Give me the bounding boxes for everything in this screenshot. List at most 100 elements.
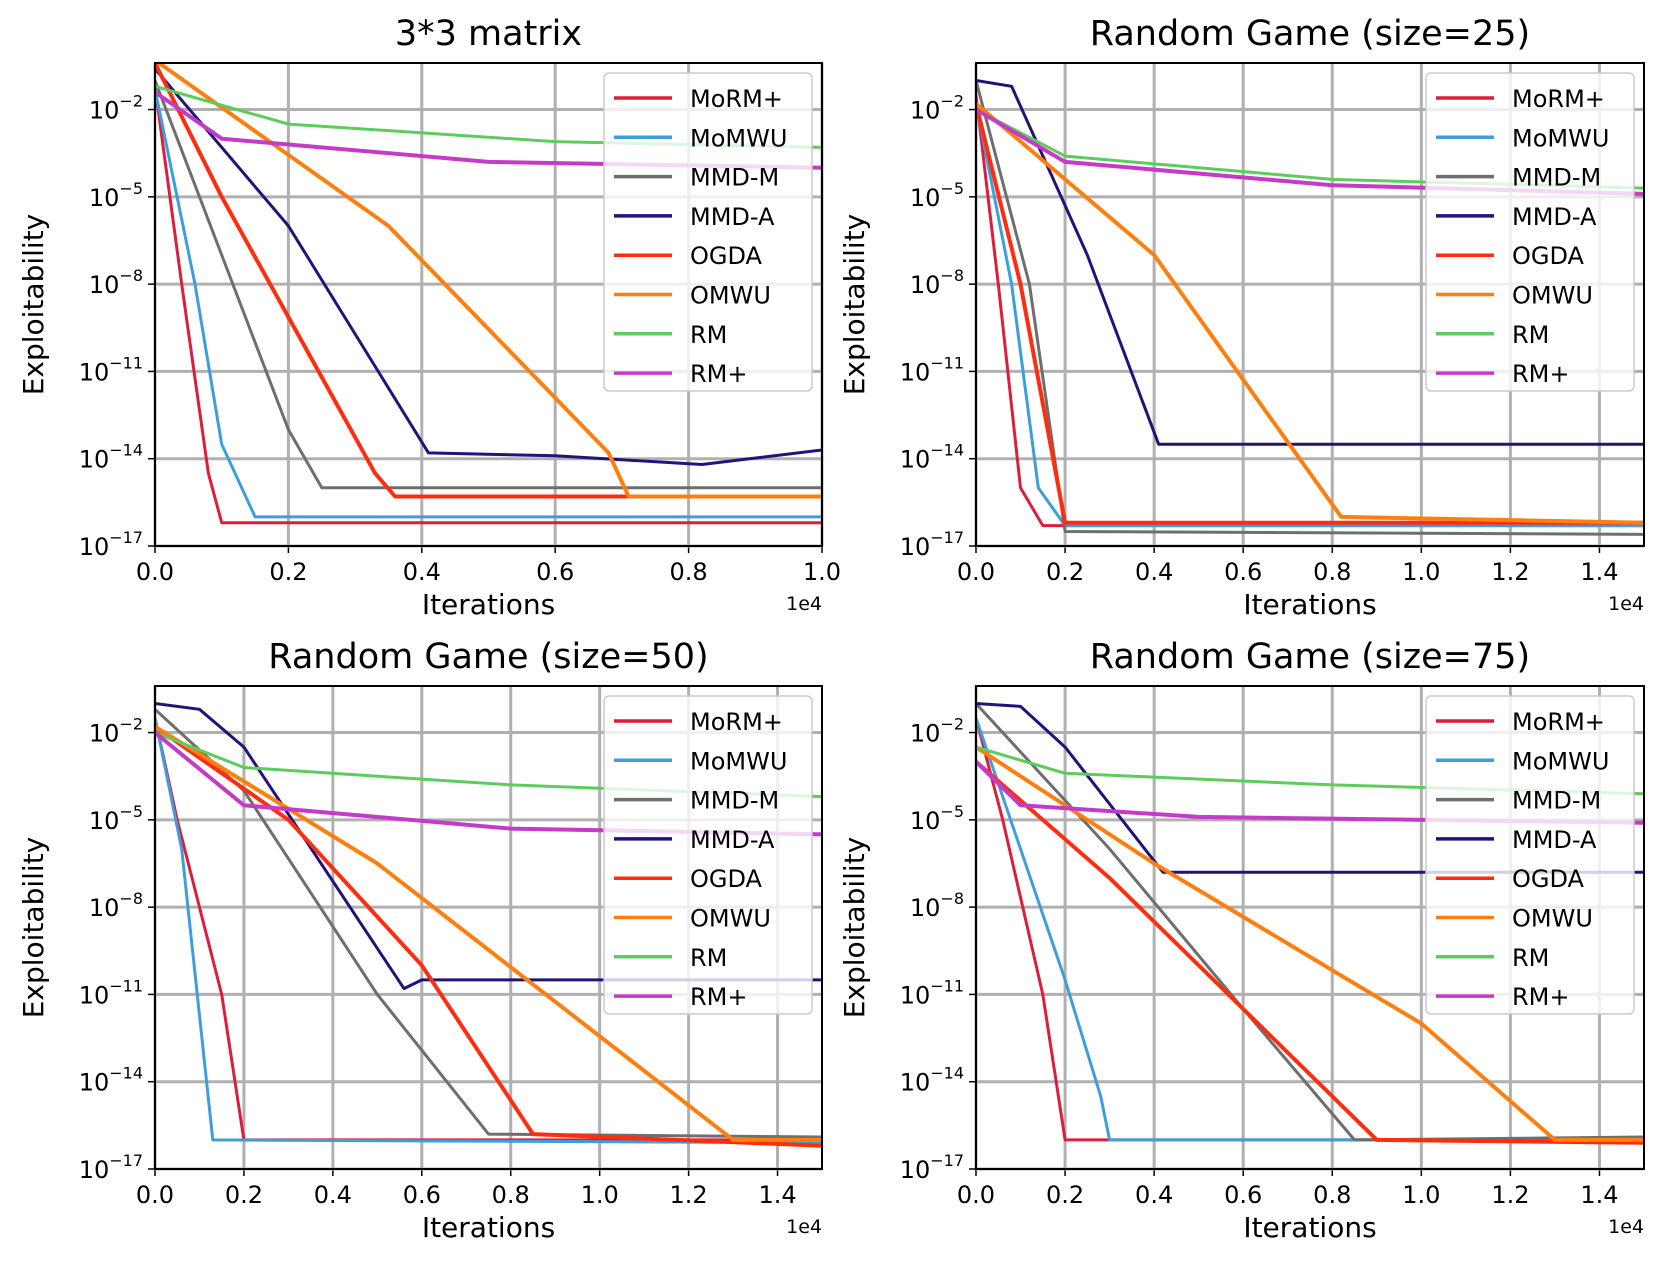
x-tick-label: 0.8 (492, 1181, 530, 1209)
legend-label: OGDA (690, 242, 763, 270)
legend-label: MMD-M (690, 787, 779, 815)
legend: MoRM+ MoMWU MMD-M MMD-A OGDA OMWU RM RM+ (603, 695, 813, 1015)
x-tick-label: 0.8 (670, 558, 708, 586)
series-line-momwu (155, 88, 822, 519)
legend-label: MMD-M (1512, 787, 1601, 815)
chart-title: Random Game (size=50) (268, 637, 708, 677)
legend-label: MMD-A (690, 826, 775, 854)
x-tick-label: 0.4 (1135, 1181, 1173, 1209)
legend-label: OMWU (1512, 282, 1593, 310)
x-tick-label: 1.0 (1402, 558, 1440, 586)
series-line-omwu (155, 63, 822, 499)
series-line-mmd-a (976, 702, 1644, 874)
y-tick-label: 10−8 (89, 266, 143, 299)
legend-label: OMWU (690, 905, 771, 933)
legend-label: RM+ (690, 360, 748, 388)
x-axis-label: Iterations (422, 588, 555, 621)
series-line-morm-plus (155, 86, 822, 525)
series-line-rm-plus (976, 760, 1644, 825)
x-tick-label: 0.6 (1224, 558, 1262, 586)
axes-frame (975, 685, 1645, 1170)
x-tick-label: 1.0 (803, 558, 841, 586)
series-line-mmd-a (155, 702, 822, 991)
x-tick-label: 0.8 (1313, 558, 1351, 586)
x-scale-note: 1e4 (1608, 1216, 1644, 1238)
y-tick-label: 10−8 (89, 889, 143, 922)
chart-title: Random Game (size=75) (1090, 637, 1530, 677)
y-tick-label: 10−2 (910, 92, 964, 125)
x-tick-label: 1.0 (1402, 1181, 1440, 1209)
x-tick-label: 0.4 (1135, 558, 1173, 586)
axes-frame (154, 685, 823, 1170)
series-group (976, 702, 1644, 1145)
legend-label: MoRM+ (690, 708, 783, 736)
legend: MoRM+ MoMWU MMD-M MMD-A OGDA OMWU RM RM+ (1425, 72, 1635, 392)
legend-label: MoRM+ (690, 85, 783, 113)
series-line-momwu (976, 103, 1644, 528)
y-axis-label: Exploitability (838, 837, 871, 1019)
y-tick-label: 10−14 (79, 441, 143, 474)
chart-title: 3*3 matrix (395, 14, 582, 54)
legend-label: MMD-M (1512, 164, 1601, 192)
legend-label: MoRM+ (1512, 708, 1605, 736)
chart-panel-4: 0.0 0.2 0.4 0.6 0.8 1.0 1.2 1.4 10−2 10−5 10−8 10−1… (838, 637, 1645, 1244)
x-tick-label: 0.2 (1046, 558, 1084, 586)
series-line-ogda (155, 725, 822, 1148)
y-tick-label: 10−2 (89, 92, 143, 125)
y-tick-label: 10−11 (900, 976, 964, 1009)
legend-box (1425, 695, 1635, 1015)
x-tick-label: 0.6 (403, 1181, 441, 1209)
x-axis-label: Iterations (422, 1211, 555, 1244)
y-tick-label: 10−14 (900, 441, 964, 474)
x-tick-label: 0.0 (136, 558, 174, 586)
y-tick-label: 10−11 (79, 976, 143, 1009)
series-line-ogda (976, 760, 1644, 1145)
y-tick-label: 10−5 (89, 802, 143, 835)
chart-panel-2: 0.0 0.2 0.4 0.6 0.8 1.0 1.2 1.4 10−2 10−5 10−8 10−1… (838, 14, 1645, 621)
x-axis-label: Iterations (1243, 1211, 1376, 1244)
x-axis-label: Iterations (1243, 588, 1376, 621)
y-tick-label: 10−17 (79, 528, 143, 561)
chart-panel-1: 0.0 0.2 0.4 0.6 0.8 1.0 10−2 10−5 10−8 10−11 10−14… (17, 14, 841, 621)
x-tick-label: 1.0 (581, 1181, 619, 1209)
series-line-mmd-m (976, 80, 1644, 536)
series-line-mmd-a (155, 67, 822, 466)
legend-label: MMD-A (690, 203, 775, 231)
series-line-momwu (155, 717, 822, 1145)
y-axis-label: Exploitability (17, 837, 50, 1019)
x-tick-label: 0.6 (536, 558, 574, 586)
legend-label: RM (690, 321, 727, 349)
x-tick-label: 0.2 (225, 1181, 263, 1209)
legend-label: MoMWU (690, 747, 787, 775)
legend: MoRM+ MoMWU MMD-M MMD-A OGDA OMWU RM RM+ (603, 72, 813, 392)
legend-label: MoMWU (1512, 747, 1609, 775)
legend-label: OGDA (1512, 242, 1585, 270)
legend-label: RM (1512, 944, 1549, 972)
y-tick-label: 10−11 (79, 353, 143, 386)
y-tick-label: 10−11 (900, 353, 964, 386)
legend-label: MMD-A (1512, 203, 1597, 231)
legend-label: MoMWU (690, 124, 787, 152)
legend: MoRM+ MoMWU MMD-M MMD-A OGDA OMWU RM RM+ (1425, 695, 1635, 1015)
legend-label: RM (690, 944, 727, 972)
chart-title: Random Game (size=25) (1090, 14, 1530, 54)
x-tick-label: 0.0 (957, 1181, 995, 1209)
x-tick-label: 0.6 (1224, 1181, 1262, 1209)
y-tick-label: 10−14 (900, 1064, 964, 1097)
x-tick-label: 0.8 (1313, 1181, 1351, 1209)
legend-label: RM+ (1512, 983, 1570, 1011)
legend-box (603, 72, 813, 392)
legend-label: MoMWU (1512, 124, 1609, 152)
legend-label: OGDA (1512, 865, 1585, 893)
series-line-omwu (976, 745, 1644, 1142)
y-tick-label: 10−17 (900, 1151, 964, 1184)
series-line-ogda (976, 103, 1644, 525)
legend-label: MMD-M (690, 164, 779, 192)
x-tick-label: 0.2 (1046, 1181, 1084, 1209)
x-scale-note: 1e4 (786, 593, 822, 615)
x-tick-label: 1.2 (1491, 558, 1529, 586)
legend-label: RM+ (1512, 360, 1570, 388)
y-tick-label: 10−17 (79, 1151, 143, 1184)
series-line-mmd-a (976, 79, 1644, 446)
